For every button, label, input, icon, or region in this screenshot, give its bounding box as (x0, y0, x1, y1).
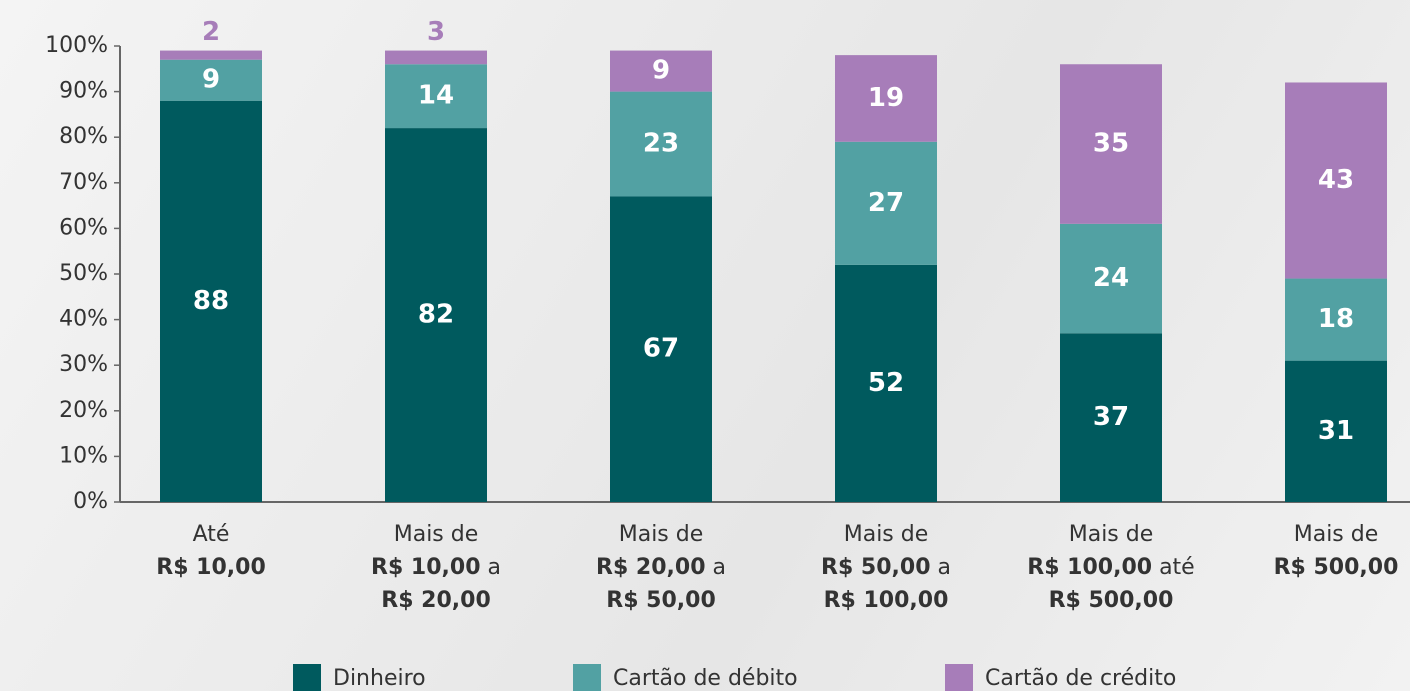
data-label: 24 (1093, 263, 1129, 293)
data-label: 9 (202, 65, 220, 95)
bar-segment (610, 91, 712, 197)
x-tick-label-part: Mais de (394, 522, 479, 547)
x-tick-label-part: a (481, 555, 501, 580)
bar-segment (1285, 278, 1387, 361)
y-tick-label: 30% (59, 352, 108, 377)
legend-swatch (573, 664, 601, 691)
x-tick-label-part: até (1152, 555, 1195, 580)
y-tick-label: 90% (59, 79, 108, 104)
x-tick-label-part: R$ 10,00 (371, 555, 481, 580)
x-tick-label-part: R$ 50,00 (606, 588, 716, 613)
bar-segment (385, 128, 487, 502)
y-tick-label: 80% (59, 124, 108, 149)
x-tick-label: Mais de (1069, 522, 1154, 547)
x-tick-label-part: Mais de (619, 522, 704, 547)
y-tick-label: 20% (59, 398, 108, 423)
x-tick-label: Mais de (1294, 522, 1379, 547)
y-tick-label: 40% (59, 307, 108, 332)
y-tick-label: 10% (59, 443, 108, 468)
bar-segment (160, 50, 262, 60)
data-label: 43 (1318, 165, 1354, 195)
x-tick-label: Mais de (844, 522, 929, 547)
data-label: 27 (868, 188, 904, 218)
bar-segment (160, 59, 262, 101)
x-tick-label-part: R$ 20,00 (596, 555, 706, 580)
x-tick-label-part: R$ 20,00 (381, 588, 491, 613)
legend-swatch (293, 664, 321, 691)
x-tick-label-part: Até (193, 522, 230, 547)
x-tick-label: R$ 100,00 (824, 588, 949, 613)
x-tick-label-part: Mais de (844, 522, 929, 547)
data-label: 2 (202, 17, 220, 47)
bar-segment (1060, 223, 1162, 334)
data-label: 37 (1093, 402, 1129, 432)
x-tick-label-part: R$ 500,00 (1274, 555, 1399, 580)
bar-segment (385, 64, 487, 129)
x-tick-label: Até (193, 522, 230, 547)
data-label: 9 (652, 56, 670, 86)
x-tick-label-part: R$ 50,00 (821, 555, 931, 580)
bar-segment (610, 196, 712, 503)
x-tick-label: R$ 50,00 a (821, 555, 951, 580)
y-tick-label: 100% (45, 33, 108, 58)
data-label: 23 (643, 129, 679, 159)
bar-segment (385, 50, 487, 65)
bar-segment (1060, 333, 1162, 502)
data-label: 82 (418, 300, 454, 330)
x-tick-label: Mais de (394, 522, 479, 547)
x-tick-label: R$ 100,00 até (1027, 555, 1194, 580)
x-tick-label-part: R$ 100,00 (1027, 555, 1152, 580)
x-tick-label-part: a (706, 555, 726, 580)
x-tick-label: R$ 500,00 (1049, 588, 1174, 613)
y-tick-label: 50% (59, 261, 108, 286)
x-tick-label-part: Mais de (1294, 522, 1379, 547)
bar-segment (160, 100, 262, 502)
data-label: 88 (193, 286, 229, 316)
bar-segment (1285, 82, 1387, 279)
x-tick-label: R$ 10,00 (156, 555, 266, 580)
bar-segment (835, 55, 937, 142)
y-tick-label: 0% (73, 489, 108, 514)
x-tick-label: R$ 500,00 (1274, 555, 1399, 580)
x-tick-label-part: Mais de (1069, 522, 1154, 547)
data-label: 14 (418, 81, 454, 111)
bar-segment (1060, 64, 1162, 224)
bar-segment (1285, 360, 1387, 502)
y-tick-label: 60% (59, 215, 108, 240)
x-tick-label: R$ 50,00 (606, 588, 716, 613)
bar-segment (835, 141, 937, 265)
data-label: 18 (1318, 304, 1354, 334)
x-tick-label: R$ 20,00 a (596, 555, 726, 580)
legend-label: Cartão de crédito (985, 666, 1176, 691)
data-label: 35 (1093, 129, 1129, 159)
x-tick-label-part: R$ 10,00 (156, 555, 266, 580)
bar-segment (610, 50, 712, 92)
x-tick-label-part: a (931, 555, 951, 580)
legend-swatch (945, 664, 973, 691)
legend-label: Cartão de débito (613, 666, 798, 691)
data-label: 19 (868, 83, 904, 113)
data-label: 31 (1318, 416, 1354, 446)
data-label: 67 (643, 334, 679, 364)
x-tick-label: Mais de (619, 522, 704, 547)
x-tick-label-part: R$ 100,00 (824, 588, 949, 613)
x-tick-label-part: R$ 500,00 (1049, 588, 1174, 613)
bar-segment (835, 264, 937, 502)
x-tick-label: R$ 10,00 a (371, 555, 501, 580)
data-label: 52 (868, 368, 904, 398)
legend-label: Dinheiro (333, 666, 426, 691)
x-tick-label: R$ 20,00 (381, 588, 491, 613)
y-tick-label: 70% (59, 170, 108, 195)
data-label: 3 (427, 17, 445, 47)
